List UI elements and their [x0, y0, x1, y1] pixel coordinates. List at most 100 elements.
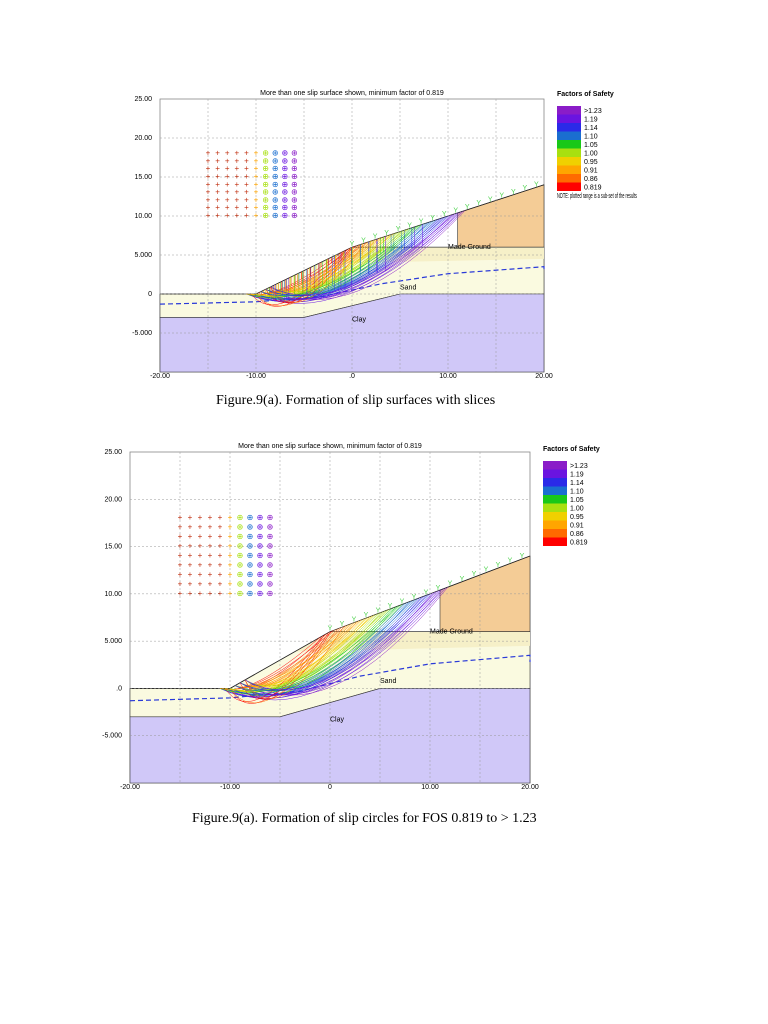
center-marker: + [206, 156, 211, 165]
center-marker: ⊕ [281, 195, 288, 204]
y-tick-label: 10.00 [134, 213, 152, 220]
center-marker: + [234, 195, 239, 204]
legend-swatch [543, 537, 567, 546]
center-marker: + [228, 560, 233, 569]
slip-surface [244, 616, 371, 687]
x-tick-label: -20.00 [120, 784, 140, 791]
legend-label: >1.23 [570, 463, 588, 470]
x-tick-label: 20.00 [535, 373, 553, 380]
legend-label: 0.91 [584, 168, 598, 175]
center-marker: ⊕ [281, 156, 288, 165]
legend-label: 0.86 [570, 531, 584, 538]
center-marker: + [188, 542, 193, 551]
center-marker: + [234, 164, 239, 173]
center-marker: ⊕ [257, 542, 264, 551]
center-marker: ⊕ [257, 589, 264, 598]
center-marker: + [228, 579, 233, 588]
center-marker: ⊕ [247, 579, 254, 588]
center-marker: + [188, 589, 193, 598]
center-marker: ⊕ [291, 180, 298, 189]
legend-note: NOTE: plotted range is a sub-set of the … [557, 193, 637, 200]
center-marker: ⊕ [272, 172, 279, 181]
grass-mark: Y [496, 562, 501, 569]
legend-swatch [557, 174, 581, 183]
center-marker: ⊕ [257, 560, 264, 569]
x-tick-label: -10.00 [246, 373, 266, 380]
legend-label: 0.95 [584, 159, 598, 166]
center-marker: + [198, 523, 203, 532]
center-marker: ⊕ [257, 532, 264, 541]
slip-surface [234, 588, 444, 696]
grass-mark: Y [328, 626, 333, 633]
slip-surface [239, 597, 420, 691]
grass-mark: Y [407, 222, 412, 229]
center-marker: + [218, 513, 223, 522]
center-marker: + [244, 172, 249, 181]
center-marker: ⊕ [237, 579, 244, 588]
center-marker: + [228, 589, 233, 598]
center-marker: + [244, 203, 249, 212]
grass-mark: Y [534, 181, 539, 188]
center-marker: ⊕ [247, 532, 254, 541]
center-marker: + [215, 188, 220, 197]
figure-caption: Figure.9(a). Formation of slip circles f… [192, 811, 537, 826]
center-marker: + [198, 542, 203, 551]
center-marker: + [244, 180, 249, 189]
center-marker: + [208, 551, 213, 560]
center-marker: ⊕ [257, 570, 264, 579]
center-marker: ⊕ [267, 523, 274, 532]
center-marker: ⊕ [291, 172, 298, 181]
center-marker: ⊕ [262, 156, 269, 165]
slip-surface [255, 228, 410, 297]
y-tick-label: 0 [148, 291, 152, 298]
center-marker: + [188, 513, 193, 522]
center-marker: + [206, 195, 211, 204]
center-marker: + [206, 149, 211, 158]
grass-mark: Y [453, 208, 458, 215]
slip-surface [244, 611, 384, 687]
y-tick-label: 25.00 [134, 96, 152, 103]
slip-surface [239, 617, 368, 687]
center-marker: ⊕ [272, 195, 279, 204]
center-marker: + [228, 542, 233, 551]
center-marker: ⊕ [237, 551, 244, 560]
legend-label: 1.00 [584, 151, 598, 158]
center-marker: ⊕ [267, 570, 274, 579]
made-ground-band [318, 247, 544, 264]
slip-surface [270, 214, 453, 296]
center-marker: + [188, 560, 193, 569]
slip-surface [229, 628, 338, 704]
center-marker: ⊕ [267, 589, 274, 598]
center-marker: + [208, 589, 213, 598]
legend-label: 1.10 [570, 489, 584, 496]
center-marker: + [178, 513, 183, 522]
legend-label: 0.91 [570, 523, 584, 530]
legend-label: 1.00 [570, 506, 584, 513]
legend-label: 1.14 [584, 125, 598, 132]
center-marker: + [244, 164, 249, 173]
grass-mark: Y [465, 204, 470, 211]
grass-mark: Y [488, 196, 493, 203]
legend-swatch [543, 486, 567, 495]
center-marker: + [234, 180, 239, 189]
slip-surface [255, 216, 447, 300]
slip-surface [239, 632, 329, 699]
center-marker: ⊕ [281, 149, 288, 158]
center-marker: + [234, 156, 239, 165]
center-marker: + [225, 164, 230, 173]
center-marker: + [198, 589, 203, 598]
center-marker: ⊕ [291, 211, 298, 220]
legend-swatch [557, 157, 581, 166]
center-marker: + [218, 560, 223, 569]
center-marker: ⊕ [237, 523, 244, 532]
center-marker: + [198, 560, 203, 569]
grass-mark: Y [340, 621, 345, 628]
made-ground-band [295, 631, 530, 652]
center-marker: + [244, 188, 249, 197]
legend-swatch [557, 131, 581, 140]
grass-mark: Y [388, 603, 393, 610]
slip-surface [234, 622, 353, 688]
center-marker: + [234, 203, 239, 212]
center-marker: ⊕ [262, 180, 269, 189]
